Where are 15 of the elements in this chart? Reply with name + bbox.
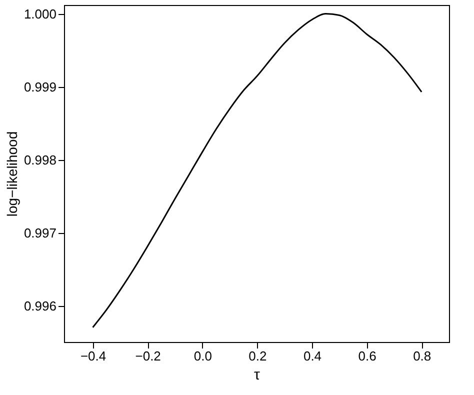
y-tick-label: 0.996 — [24, 298, 56, 314]
x-tick-label: 0.8 — [413, 348, 432, 364]
y-tick-label: 1.000 — [24, 6, 56, 22]
line-series — [92, 13, 422, 328]
x-tick-label: −0.4 — [80, 348, 106, 364]
y-axis-title: log−likelihood — [4, 131, 20, 217]
y-tick-label: 0.997 — [24, 226, 56, 241]
x-tick-label: 0.4 — [303, 348, 322, 364]
x-tick-label: 0.0 — [194, 348, 212, 364]
x-axis-title: τ — [254, 366, 260, 384]
x-tick-label: 0.2 — [248, 348, 267, 364]
y-tick-label: 0.999 — [24, 79, 56, 94]
x-tick-label: −0.2 — [135, 348, 161, 364]
x-tick-label: 0.6 — [358, 348, 376, 364]
y-tick-label: 0.998 — [24, 152, 56, 168]
